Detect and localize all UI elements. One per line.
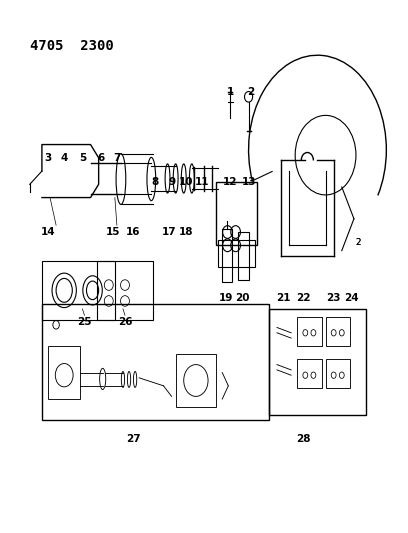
Text: 6: 6: [97, 153, 104, 163]
Text: 7: 7: [113, 153, 121, 163]
Text: 13: 13: [241, 176, 256, 187]
Text: 9: 9: [168, 176, 175, 187]
Text: 24: 24: [345, 293, 359, 303]
Text: 23: 23: [326, 293, 341, 303]
Text: 16: 16: [126, 227, 140, 237]
Text: 2: 2: [355, 238, 361, 247]
Bar: [48, 346, 80, 399]
Text: 8: 8: [152, 176, 159, 187]
Text: 22: 22: [296, 293, 310, 303]
Bar: [326, 317, 350, 346]
Text: 2: 2: [355, 238, 361, 247]
Bar: [297, 359, 322, 389]
Text: 1: 1: [227, 86, 234, 96]
Text: 11: 11: [195, 176, 209, 187]
Bar: [42, 304, 269, 420]
Text: 5: 5: [79, 153, 86, 163]
Text: 17: 17: [162, 227, 177, 237]
Bar: [97, 261, 153, 319]
Text: 14: 14: [41, 227, 55, 237]
Bar: [326, 359, 350, 389]
Bar: [297, 317, 322, 346]
Bar: [216, 182, 257, 245]
Polygon shape: [42, 144, 99, 198]
Text: 12: 12: [223, 176, 237, 187]
Text: 2: 2: [247, 86, 254, 96]
Bar: [175, 354, 216, 407]
Text: 28: 28: [296, 434, 310, 444]
Text: 20: 20: [235, 293, 250, 303]
Text: 15: 15: [106, 227, 120, 237]
Text: 19: 19: [219, 293, 233, 303]
Text: 3: 3: [44, 153, 52, 163]
Text: 10: 10: [179, 176, 193, 187]
Text: 4705  2300: 4705 2300: [30, 38, 113, 53]
Bar: [238, 232, 248, 280]
Bar: [42, 261, 115, 319]
Text: 25: 25: [77, 317, 92, 327]
Bar: [269, 309, 366, 415]
Bar: [218, 240, 255, 266]
Text: 18: 18: [179, 227, 193, 237]
Bar: [222, 229, 233, 282]
Text: 26: 26: [118, 317, 132, 327]
Text: 21: 21: [276, 293, 290, 303]
Text: 4: 4: [60, 153, 68, 163]
Text: 27: 27: [126, 434, 140, 444]
